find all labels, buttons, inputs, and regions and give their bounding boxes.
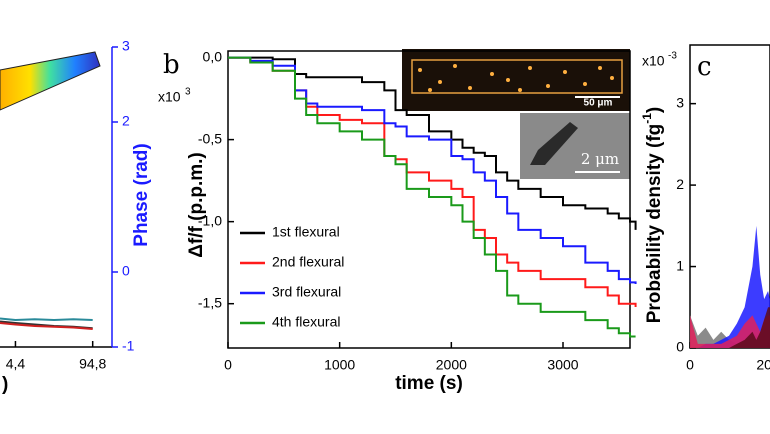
x-axis-label: time (s) — [395, 373, 463, 394]
data-line — [0, 322, 93, 330]
x-tick-label: 0 — [224, 357, 232, 373]
y-multiplier: x10 — [642, 53, 665, 69]
data-line — [228, 56, 637, 285]
y-multiplier: x10 — [158, 89, 181, 105]
y-axis-label-exponent: -1 — [640, 113, 654, 124]
scale-label: 50 μm — [584, 98, 613, 109]
x-axis-label: ) — [2, 374, 8, 395]
y-tick-label: 2 — [122, 113, 130, 129]
inset-dot — [453, 64, 457, 68]
inset-dot — [468, 86, 472, 90]
inset-dot — [528, 66, 532, 70]
y-tick-label: 3 — [122, 38, 130, 54]
x-tick-label: 0 — [686, 357, 694, 373]
inset-dot — [518, 88, 522, 92]
inset-dot — [506, 78, 510, 82]
beam-illustration — [0, 51, 101, 111]
y-tick-label: 3 — [676, 94, 684, 110]
inset-channel — [411, 59, 623, 94]
data-line — [0, 317, 93, 322]
x-tick-label: 3000 — [547, 357, 578, 373]
y-tick-label: -1,5 — [198, 294, 222, 310]
x-tick-label: 94,8 — [79, 356, 106, 372]
y-multiplier-exponent: 3 — [185, 87, 191, 98]
inset-dot — [563, 70, 567, 74]
legend-label: 3rd flexural — [272, 284, 341, 300]
y-axis-label: Phase (rad) — [131, 143, 152, 246]
x-tick-label: 200 — [756, 357, 770, 373]
sem-particle — [530, 122, 578, 165]
inset-dot — [598, 66, 602, 70]
inset-dot — [546, 84, 550, 88]
data-area — [690, 307, 770, 348]
y-tick-label: -1,0 — [198, 212, 222, 228]
inset-dot — [418, 68, 422, 72]
y-axis-label: Δf/f (p.p.m.) — [186, 152, 207, 257]
legend-label: 4th flexural — [272, 314, 340, 330]
inset-dot — [610, 76, 614, 80]
legend-label: 1st flexural — [272, 224, 340, 240]
y-axis-label-main: Probability density (fg — [644, 124, 665, 324]
data-line — [228, 56, 636, 338]
panel-label: c — [697, 52, 712, 82]
panel-label: b — [163, 50, 180, 80]
sem-inset — [520, 113, 630, 179]
y-tick-label: 2 — [676, 176, 684, 192]
inset-dot — [438, 80, 442, 84]
inset-dot — [490, 72, 494, 76]
y-tick-label: 0 — [676, 339, 684, 355]
y-tick-label: 0,0 — [203, 48, 223, 64]
y-tick-label: 0 — [122, 263, 130, 279]
data-line — [228, 56, 637, 230]
plot-frame — [227, 50, 631, 349]
x-tick-label: 4,4 — [6, 356, 26, 372]
data-area — [690, 225, 770, 348]
y-tick-label: -0,5 — [198, 130, 222, 146]
inset-dot — [428, 88, 432, 92]
scale-label: 2 μm — [581, 150, 619, 168]
legend-label: 2nd flexural — [272, 254, 344, 270]
x-tick-label: 2000 — [436, 357, 467, 373]
y-tick-label: 1 — [676, 257, 684, 273]
x-tick-label: 1000 — [324, 357, 355, 373]
y-multiplier-exponent: -3 — [668, 51, 677, 62]
y-axis-label: Probability density (fg-1) — [640, 107, 665, 324]
y-axis-label-end: ) — [644, 107, 665, 113]
y-tick-label: -1 — [122, 338, 135, 354]
inset-dot — [583, 82, 587, 86]
